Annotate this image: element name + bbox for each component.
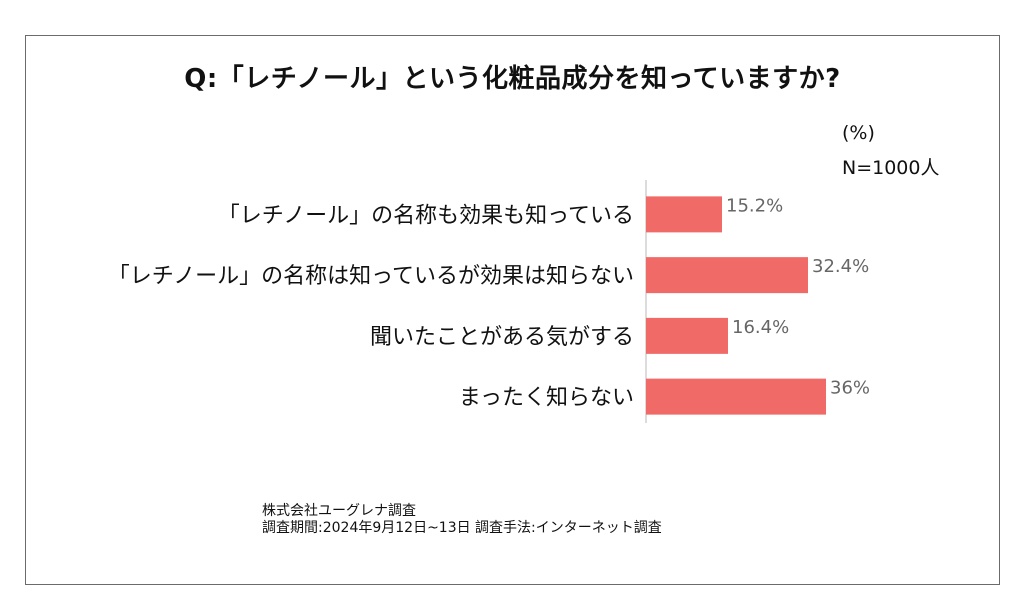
- category-label: 「レチノール」の名称も効果も知っている: [218, 203, 634, 228]
- source-survey-details: 調査期間:2024年9月12日~13日 調査手法:インターネット調査: [262, 520, 662, 536]
- source-company: 株式会社ユーグレナ調査: [262, 503, 416, 519]
- value-label: 32.4%: [812, 256, 869, 277]
- bar: [646, 196, 722, 233]
- value-label: 15.2%: [726, 195, 783, 216]
- sample-size-label: N=1000人: [842, 157, 940, 179]
- chart-frame: [25, 35, 1000, 585]
- chart-title: Q:「レチノール」という化粧品成分を知っていますか?: [184, 64, 841, 94]
- source-note: 株式会社ユーグレナ調査 調査期間:2024年9月12日~13日 調査手法:インタ…: [262, 503, 662, 537]
- bar: [646, 317, 728, 354]
- category-label: 「レチノール」の名称は知っているが効果は知らない: [108, 264, 634, 289]
- category-label: 聞いたことがある気がする: [370, 325, 634, 350]
- value-label: 16.4%: [732, 317, 789, 338]
- bar: [646, 257, 808, 294]
- value-label: 36%: [830, 378, 870, 399]
- bar: [646, 378, 826, 415]
- category-label: まったく知らない: [459, 386, 634, 411]
- unit-label: (%): [842, 122, 875, 144]
